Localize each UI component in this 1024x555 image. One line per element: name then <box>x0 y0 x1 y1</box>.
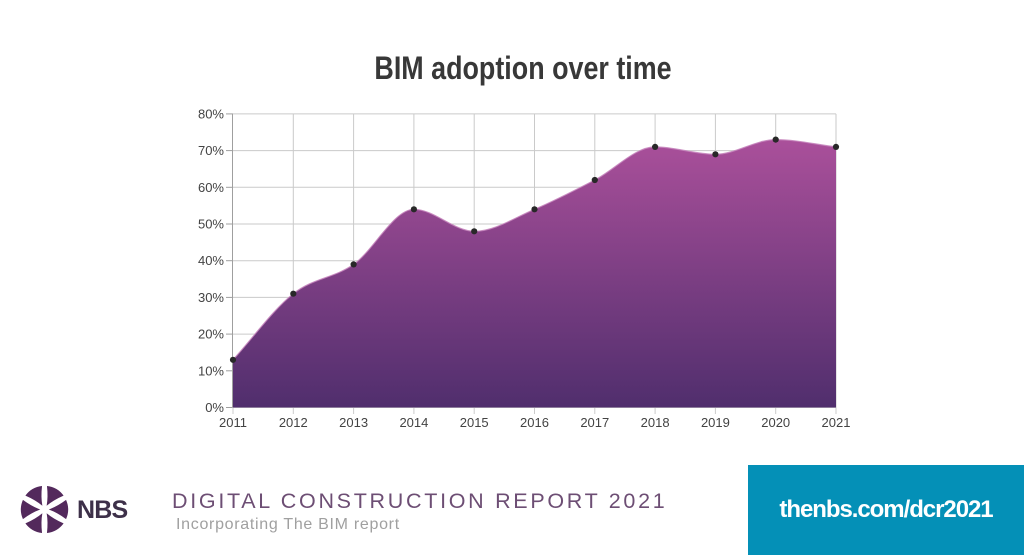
svg-text:2013: 2013 <box>339 415 368 430</box>
svg-text:40%: 40% <box>198 253 224 268</box>
svg-text:2017: 2017 <box>580 415 609 430</box>
svg-text:2019: 2019 <box>701 415 730 430</box>
svg-text:70%: 70% <box>198 143 224 158</box>
svg-text:2018: 2018 <box>641 415 670 430</box>
svg-text:30%: 30% <box>198 290 224 305</box>
svg-text:10%: 10% <box>198 363 224 378</box>
svg-text:80%: 80% <box>198 106 224 121</box>
svg-text:0%: 0% <box>205 400 224 415</box>
svg-text:2021: 2021 <box>822 415 851 430</box>
svg-text:20%: 20% <box>198 327 224 342</box>
svg-text:2012: 2012 <box>279 415 308 430</box>
svg-text:2020: 2020 <box>761 415 790 430</box>
svg-text:2016: 2016 <box>520 415 549 430</box>
svg-text:2011: 2011 <box>219 415 247 430</box>
svg-text:50%: 50% <box>198 217 224 232</box>
svg-text:60%: 60% <box>198 180 224 195</box>
svg-text:2014: 2014 <box>399 415 428 430</box>
svg-text:2015: 2015 <box>460 415 489 430</box>
